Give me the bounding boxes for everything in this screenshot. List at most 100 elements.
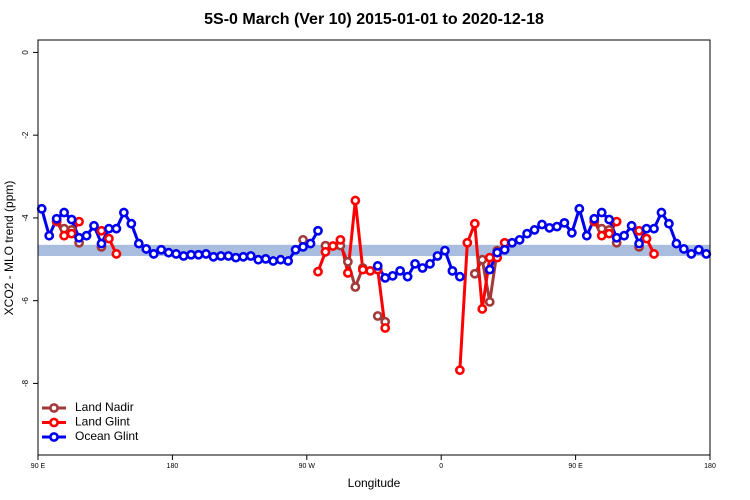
data-point: [626, 220, 637, 231]
data-point: [208, 251, 219, 262]
data-point: [59, 230, 70, 241]
data-point: [611, 232, 622, 243]
data-point: [469, 218, 480, 229]
data-point: [186, 249, 196, 260]
data-point: [559, 217, 570, 228]
data-point: [350, 195, 361, 206]
chart-title: 5S-0 March (Ver 10) 2015-01-01 to 2020-1…: [204, 11, 544, 28]
data-point: [268, 256, 279, 266]
data-point: [223, 251, 234, 261]
data-point: [201, 249, 211, 259]
data-point: [171, 249, 182, 259]
legend-swatch-marker: [49, 417, 59, 428]
data-point: [656, 207, 667, 218]
data-point: [425, 258, 435, 269]
data-point: [604, 214, 615, 225]
data-point: [283, 256, 294, 266]
data-point: [574, 203, 585, 214]
data-point: [193, 249, 204, 260]
x-tick-label: 180: [704, 463, 716, 470]
data-point: [51, 213, 62, 224]
plot-frame: [37, 39, 711, 456]
data-point: [328, 241, 338, 251]
data-point: [380, 323, 391, 333]
data-point: [492, 247, 503, 258]
data-point: [104, 233, 114, 244]
data-point: [649, 223, 659, 234]
data-point: [313, 266, 323, 277]
data-point: [74, 232, 84, 243]
legend-label: Land Glint: [75, 415, 130, 429]
data-point: [641, 223, 652, 234]
data-point: [581, 230, 592, 241]
data-point: [619, 230, 630, 241]
data-point: [342, 268, 353, 278]
y-tick-label: -8: [21, 379, 30, 387]
data-point: [66, 228, 77, 239]
data-point: [507, 237, 518, 248]
data-point: [395, 265, 406, 276]
data-point: [499, 244, 510, 255]
data-point: [148, 249, 159, 259]
y-tick-label: -4: [21, 214, 30, 222]
data-point: [118, 207, 129, 218]
data-point: [634, 225, 644, 236]
reference-band: [38, 244, 710, 256]
data-point: [111, 223, 122, 234]
data-point: [126, 218, 137, 229]
x-tick-label: 90 E: [568, 463, 583, 470]
data-point: [671, 238, 682, 249]
data-point: [686, 249, 697, 259]
data-point: [275, 254, 286, 265]
y-tick-label: -2: [21, 131, 30, 139]
data-point: [566, 227, 577, 238]
data-point: [365, 265, 376, 276]
data-point: [133, 238, 144, 249]
data-point: [522, 228, 532, 239]
data-point: [335, 234, 346, 245]
data-point: [104, 223, 114, 234]
data-point: [216, 251, 226, 261]
data-point: [402, 271, 413, 282]
y-tick-label: 0: [21, 50, 30, 55]
data-point: [589, 213, 600, 224]
data-point: [44, 230, 55, 241]
y-tick-label: -6: [21, 297, 30, 305]
data-point: [156, 244, 167, 255]
data-point: [432, 251, 443, 261]
data-point: [74, 216, 84, 227]
data-point: [96, 225, 107, 236]
data-point: [454, 271, 465, 282]
data-point: [469, 268, 480, 279]
data-point: [477, 254, 488, 265]
data-point: [596, 230, 607, 241]
data-point: [641, 233, 652, 244]
data-point: [357, 264, 368, 275]
data-point: [537, 219, 547, 230]
x-tick-label: 90 E: [31, 463, 46, 470]
data-point: [410, 258, 420, 269]
data-point: [514, 234, 525, 245]
data-point: [664, 218, 674, 229]
data-point: [298, 241, 308, 252]
data-point: [66, 214, 77, 225]
legend-swatch-marker: [49, 432, 59, 442]
data-point: [387, 270, 398, 281]
data-point: [454, 365, 465, 376]
data-point: [701, 249, 712, 259]
data-point: [484, 252, 495, 263]
data-point: [484, 264, 495, 275]
data-point: [380, 273, 391, 283]
data-point: [552, 221, 562, 232]
legend-swatch-marker: [49, 403, 59, 413]
x-tick-label: 180: [167, 463, 179, 470]
x-tick-label: 90 W: [299, 463, 316, 470]
data-point: [81, 230, 92, 241]
legend-label: Ocean Glint: [75, 429, 139, 443]
data-point: [305, 238, 316, 249]
data-point: [178, 251, 189, 261]
x-tick-label: 0: [439, 463, 443, 470]
data-point: [462, 237, 473, 248]
